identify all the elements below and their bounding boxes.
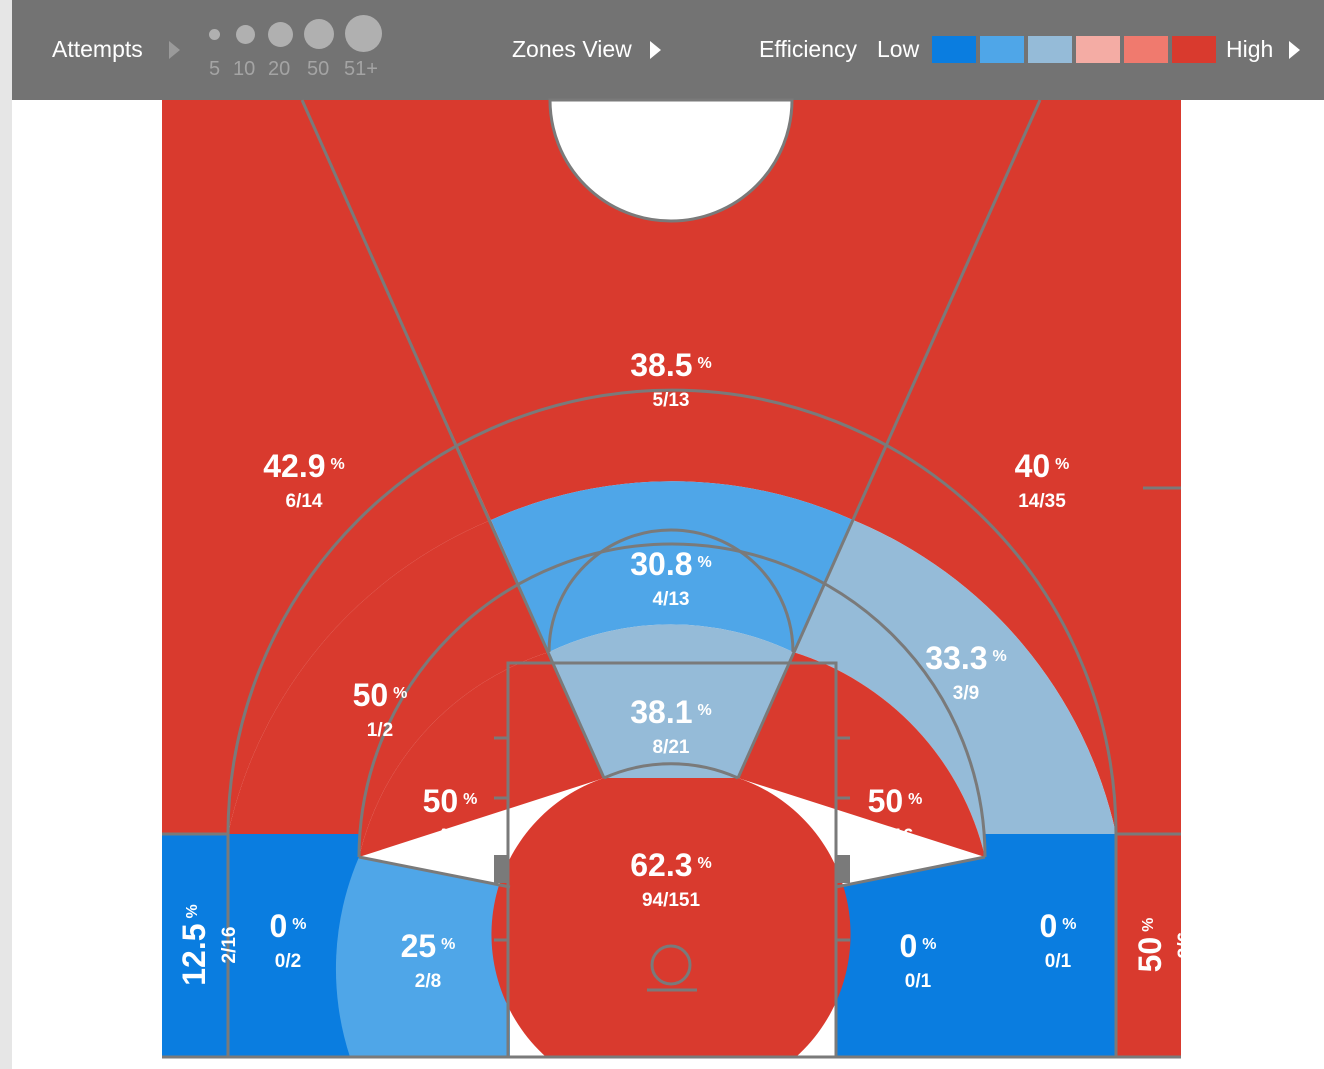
attempts-label[interactable]: Attempts	[52, 36, 143, 62]
zone-percent-mid-wing-left: 50%	[353, 677, 408, 713]
zone-restricted-area[interactable]	[491, 778, 851, 1057]
attempt-size-label: 10	[233, 58, 256, 80]
zone-percent-mid-wing-right: 33.3%	[925, 640, 1007, 676]
zone-mid-wing-right[interactable]	[793, 520, 1116, 857]
zone-fraction-short-baseline-left: 2/8	[415, 971, 441, 992]
zone-above-break-three-right[interactable]	[853, 100, 1181, 834]
zone-label-short-mid-right: 50 % 8/16	[868, 783, 923, 847]
zone-label-short-baseline-right: 0 %0/1	[899, 928, 936, 992]
zone-percent-short-baseline-right: 0%	[899, 928, 936, 964]
zone-fraction-restricted-area: 94/151	[642, 890, 701, 911]
zone-fraction-mid-wing-right: 3/9	[953, 683, 979, 704]
attempt-size-label: 50	[307, 58, 330, 80]
zone-fraction-above-break-three-left: 6/14	[286, 491, 323, 512]
zone-fraction-mid-wing-left: 1/2	[367, 720, 393, 741]
zone-percent-short-mid-left: 50%	[423, 783, 478, 819]
zone-label-mid-baseline-right: 0 %0/1	[1039, 908, 1076, 972]
attempt-size-dot-10	[236, 25, 255, 44]
attempt-size-dot-51-plus	[345, 15, 382, 52]
left-gutter	[0, 0, 12, 1069]
zone-percent-short-baseline-left: 25%	[401, 928, 456, 964]
zone-above-break-three-center[interactable]	[302, 100, 1040, 520]
zone-fraction-mid-range-center: 4/13	[653, 589, 690, 610]
zone-percent-corner-three-right: 50%	[1132, 918, 1168, 973]
zone-percent-above-break-three-right: 40%	[1015, 448, 1070, 484]
attempt-size-label: 51+	[344, 58, 378, 80]
hoop-icon	[650, 944, 692, 986]
zone-short-mid-left[interactable]	[359, 652, 604, 857]
lane-block-right	[836, 855, 850, 883]
efficiency-low-label: Low	[877, 36, 920, 62]
zone-corner-three-right[interactable]	[1116, 834, 1181, 1057]
zone-short-baseline-right[interactable]	[836, 857, 985, 1057]
zone-label-short-mid-left: 50 %4/8	[423, 783, 478, 847]
zone-fraction-corner-three-right: 3/6	[1175, 932, 1196, 958]
zones-view-label[interactable]: Zones View	[512, 36, 632, 62]
zone-label-above-break-three-left: 42.9 % 6/14	[263, 448, 345, 512]
attempt-size-dot-50	[304, 19, 334, 49]
zone-percent-restricted-area: 62.3%	[630, 847, 712, 883]
efficiency-swatch-5	[1124, 36, 1168, 63]
zone-label-corner-three-right: 50% 3/6	[1132, 918, 1196, 973]
zone-label-above-break-three-right: 40 % 14/35	[1015, 448, 1070, 512]
zone-fraction-corner-three-left: 2/16	[219, 927, 240, 964]
zone-short-baseline-left[interactable]	[335, 857, 510, 1057]
zone-percent-above-break-three-left: 42.9%	[263, 448, 345, 484]
efficiency-arrow-icon[interactable]	[1289, 41, 1300, 59]
attempt-size-dot-20	[268, 22, 293, 47]
zone-percent-corner-three-left: 12.5%	[176, 904, 212, 986]
zone-label-mid-range-center: 30.8 % 4/13	[630, 546, 712, 610]
efficiency-label[interactable]: Efficiency	[759, 36, 858, 62]
attempts-expand-arrow-icon[interactable]	[169, 41, 180, 59]
zone-short-mid-right[interactable]	[738, 652, 985, 857]
zone-mid-range-center[interactable]	[491, 481, 853, 652]
zone-fraction-above-break-three-center: 5/13	[653, 390, 690, 411]
efficiency-swatch-1	[932, 36, 976, 63]
attempt-size-label: 5	[209, 58, 221, 80]
zone-fraction-mid-baseline-left: 0/2	[275, 951, 301, 972]
zone-mid-wing-left[interactable]	[228, 520, 549, 857]
efficiency-swatch-4	[1076, 36, 1120, 63]
zone-label-mid-baseline-left: 0 %0/2	[269, 908, 306, 972]
zone-percent-above-break-three-center: 38.5%	[630, 347, 712, 383]
zone-fraction-short-mid-left: 4/8	[437, 826, 463, 847]
zone-percent-paint-non-ra: 38.1%	[630, 694, 712, 730]
lane-block-left	[494, 855, 508, 883]
zone-label-short-baseline-left: 25 %2/8	[401, 928, 456, 992]
zone-percent-short-mid-right: 50%	[868, 783, 923, 819]
efficiency-high-label: High	[1226, 36, 1274, 62]
efficiency-swatch-6	[1172, 36, 1216, 63]
zone-fraction-paint-non-ra: 8/21	[653, 737, 690, 758]
zone-percent-mid-range-center: 30.8%	[630, 546, 712, 582]
zone-label-above-break-three-center: 38.5 % 5/13	[630, 347, 712, 411]
zone-percent-mid-baseline-left: 0%	[269, 908, 306, 944]
zone-mid-baseline-right[interactable]	[985, 834, 1116, 1057]
zone-percent-mid-baseline-right: 0%	[1039, 908, 1076, 944]
zone-fraction-above-break-three-right: 14/35	[1018, 491, 1066, 512]
efficiency-swatch-2	[980, 36, 1024, 63]
zone-label-mid-wing-left: 50 %1/2	[353, 677, 408, 741]
zone-fraction-short-baseline-right: 0/1	[905, 971, 932, 992]
zone-fraction-short-mid-right: 8/16	[877, 826, 914, 847]
zone-label-corner-three-left: 12.5% 2/16	[176, 904, 240, 986]
zone-corner-three-left[interactable]	[162, 834, 228, 1057]
zone-label-restricted-area: 62.3 % 94/151	[630, 847, 712, 911]
zone-fraction-mid-baseline-right: 0/1	[1045, 951, 1072, 972]
zone-label-mid-wing-right: 33.3 % 3/9	[925, 640, 1007, 704]
attempt-size-dot-5	[209, 29, 220, 40]
zone-above-break-three-left[interactable]	[162, 100, 491, 834]
center-court-circle	[548, 98, 794, 223]
zones-view-arrow-icon[interactable]	[650, 41, 661, 59]
efficiency-swatch-3	[1028, 36, 1072, 63]
zone-label-paint-non-ra: 38.1 % 8/21	[630, 694, 712, 758]
attempt-size-label: 20	[268, 58, 291, 80]
